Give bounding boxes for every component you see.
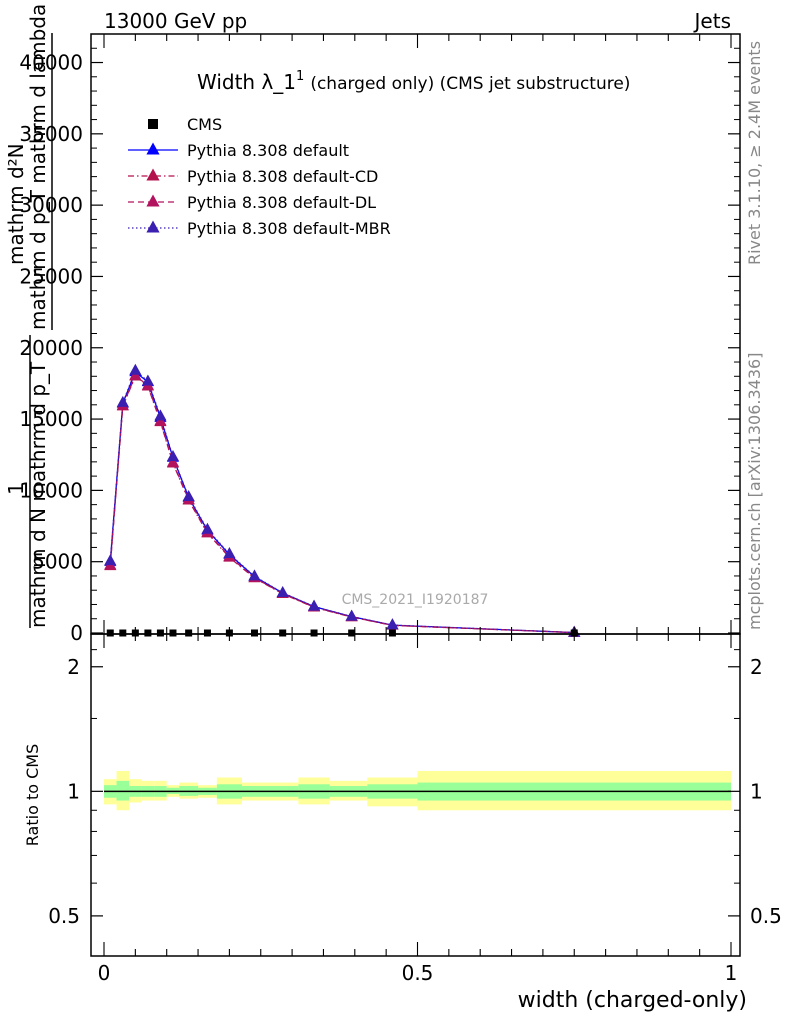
ratio-ylabel: Ratio to CMS (23, 744, 42, 846)
chart-title-rest: (charged only) (CMS jet substructure) (310, 74, 630, 94)
legend: CMS Pythia 8.308 default Pythia 8.308 defa… (128, 115, 391, 238)
chart-title: Width λ_11 (charged only) (CMS jet substr… (197, 69, 630, 94)
ratio-ytick-label: 0.5 (48, 904, 80, 928)
legend-marker (146, 220, 160, 233)
mcplots-label: mcplots.cern.ch [arXiv:1306.3436] (745, 353, 764, 630)
ratio-ytick-label-right: 1 (750, 779, 763, 803)
legend-marker (148, 119, 158, 129)
ratio-yticks: 0.5 0.5 1 1 2 2 (48, 649, 782, 928)
main-panel: 0500010000150002000025000300003500040000… (4, 4, 741, 645)
ratio-frame (90, 633, 741, 957)
cms-point (169, 629, 177, 637)
ylabel-bottom: mathrm d p_T mathrm d lambda (26, 4, 50, 330)
main-ylabel: mathrm d²N mathrm d p_T mathrm d lambda … (4, 4, 53, 628)
cms-point (144, 629, 152, 637)
cms-point (348, 629, 356, 637)
series-line (109, 369, 575, 634)
cms-point (250, 629, 258, 637)
cms-point (203, 629, 211, 637)
main-ytick-label: 25000 (19, 264, 83, 288)
cms-point (279, 629, 287, 637)
series-point (223, 547, 236, 559)
series-point (166, 455, 180, 467)
series-point (386, 618, 399, 630)
ratio-xtick-label: 1 (725, 961, 738, 985)
main-ytick-label: 5000 (32, 550, 83, 574)
legend-label: CMS (187, 115, 222, 134)
series-point (345, 609, 358, 621)
series-point (116, 395, 129, 407)
legend-label: Pythia 8.308 default-CD (187, 167, 378, 186)
ratio-xtick-label: 0 (98, 961, 111, 985)
legend-marker (146, 194, 160, 207)
chart-title-sup: 1 (296, 69, 304, 84)
legend-label: Pythia 8.308 default-DL (187, 193, 376, 212)
main-marks (104, 363, 581, 637)
series-point (141, 374, 154, 386)
main-ytick-label: 0 (70, 621, 83, 645)
main-ytick-label: 40000 (19, 51, 83, 75)
legend-marker (146, 168, 160, 181)
ratio-marks (104, 770, 731, 811)
main-ytick-label: 20000 (19, 336, 83, 360)
cms-point (310, 629, 318, 637)
cms-point (106, 629, 114, 637)
ratio-xtick-label: 0.5 (402, 961, 434, 985)
series-point (166, 450, 180, 462)
cms-point (388, 629, 396, 637)
watermark-label: CMS_2021_I1920187 (342, 592, 489, 608)
legend-label: Pythia 8.308 default-MBR (187, 219, 391, 238)
cms-point (156, 629, 164, 637)
legend-marker (146, 142, 160, 155)
rivet-label: Rivet 3.1.10, ≥ 2.4M events (745, 41, 764, 265)
header-jets: Jets (693, 9, 731, 33)
series-point (307, 599, 321, 611)
cms-point (185, 629, 193, 637)
series-point (201, 522, 214, 534)
series-point (248, 569, 261, 581)
series-point (182, 489, 195, 501)
ylabel-one: 1 (4, 482, 28, 495)
main-ytick-label: 35000 (19, 122, 83, 146)
series-point (154, 409, 167, 421)
ratio-ytick-label-right: 2 (750, 655, 763, 679)
series-point (276, 585, 289, 597)
cms-point (119, 629, 127, 637)
chart-title-main: Width λ_1 (197, 70, 296, 94)
header-energy: 13000 GeV pp (104, 9, 247, 33)
series-point (129, 363, 142, 375)
ratio-xticks: 0 0.5 1 (98, 634, 738, 985)
ratio-ytick-label: 1 (67, 779, 80, 803)
ylabel-top: mathrm d²N (4, 143, 28, 265)
main-ytick-label: 30000 (19, 193, 83, 217)
main-xticks (103, 34, 732, 634)
ratio-ytick-label: 2 (67, 655, 80, 679)
ratio-ytick-label-right: 0.5 (750, 904, 782, 928)
series-point (104, 554, 117, 566)
ratio-panel: 0.5 0.51 12 2 0 0.5 1 Ratio to CMS width (cha… (23, 633, 782, 1013)
x-axis-label: width (charged-only) (518, 988, 747, 1013)
legend-label: Pythia 8.308 default (187, 141, 349, 160)
